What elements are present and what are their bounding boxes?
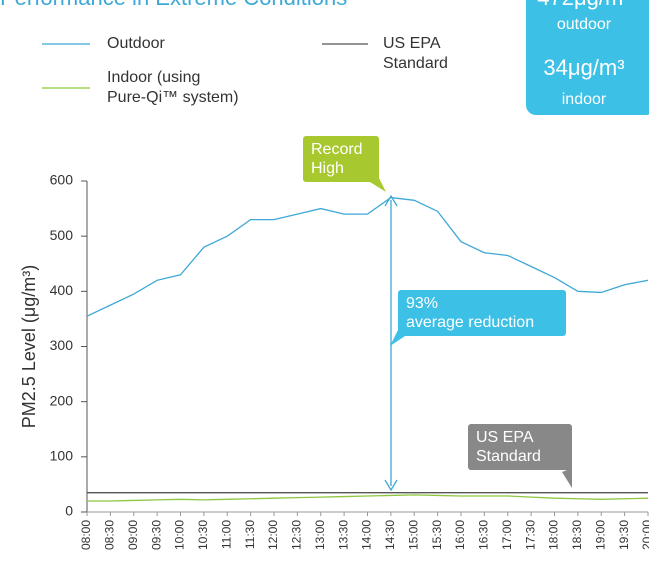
x-tick-label: 09:30 [149,520,163,550]
summary-box [526,0,649,115]
y-tick-label: 100 [50,448,74,464]
series-line [87,494,649,502]
x-tick-label: 17:30 [523,520,537,550]
x-tick-label: 10:00 [173,520,187,550]
legend-label: US EPA Standard [383,35,448,72]
x-tick-label: 11:00 [219,520,233,549]
legend-label: Indoor (using Pure-Qi™ system) [107,69,239,106]
x-tick-label: 12:30 [290,520,304,550]
y-tick-label: 600 [50,172,74,188]
y-tick-label: 200 [50,392,74,408]
y-tick-label: 500 [50,227,74,243]
x-tick-label: 16:00 [453,520,467,550]
summary-label: outdoor [556,16,612,33]
chart-title: Performance in Extreme Conditions [0,0,347,9]
x-tick-label: 08:00 [79,520,93,550]
x-tick-label: 09:00 [126,520,140,550]
annotation: Record High [303,136,379,182]
annotation: US EPA Standard [468,424,572,470]
summary-value: 34μg/m³ [543,55,625,80]
x-tick-label: 08:30 [103,520,117,550]
x-tick-label: 14:00 [360,520,374,550]
x-tick-label: 20:00 [640,520,649,550]
x-tick-label: 15:30 [430,520,444,550]
callout-pointer [562,468,572,488]
annotation: 93% average reduction [398,290,566,336]
x-tick-label: 12:00 [266,520,280,550]
x-tick-label: 16:30 [477,520,491,550]
x-tick-label: 18:30 [570,520,584,550]
y-axis-label: PM2.5 Level (μg/m³) [19,265,39,428]
legend-label: Outdoor [107,35,165,52]
x-tick-label: 15:00 [406,520,420,550]
y-tick-label: 0 [65,503,73,519]
y-tick-label: 400 [50,282,74,298]
summary-value: 472μg/m³ [526,0,642,9]
x-tick-label: 18:00 [547,520,561,550]
x-tick-label: 17:00 [500,520,514,550]
arrow-head [384,479,398,492]
x-tick-label: 11:30 [243,520,257,549]
x-tick-label: 19:30 [617,520,631,550]
y-tick-label: 300 [50,337,74,353]
x-tick-label: 13:30 [336,520,350,550]
arrow-head [384,194,398,207]
x-tick-label: 13:00 [313,520,327,550]
x-tick-label: 19:00 [593,520,607,550]
series-line [86,196,649,317]
x-tick-label: 10:30 [196,520,210,550]
summary-label: indoor [561,91,607,108]
x-tick-label: 14:30 [383,520,397,550]
